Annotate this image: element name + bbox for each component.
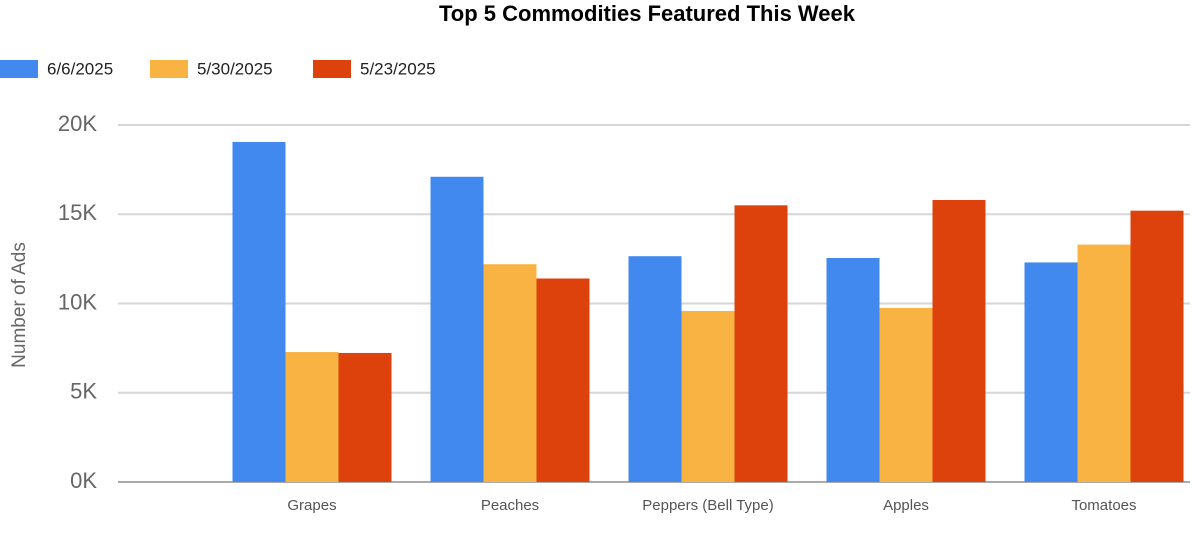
- chart-title: Top 5 Commodities Featured This Week: [439, 1, 856, 26]
- bar: [338, 352, 392, 482]
- legend-swatch: [0, 60, 38, 78]
- y-tick-label: 20K: [58, 111, 97, 136]
- x-tick-label: Peaches: [481, 497, 539, 514]
- legend-label: 5/23/2025: [360, 59, 436, 78]
- bar: [932, 199, 986, 482]
- bar: [536, 278, 590, 482]
- bar: [430, 176, 484, 482]
- bar: [734, 205, 788, 482]
- y-tick-label: 15K: [58, 200, 97, 225]
- legend-swatch: [313, 60, 351, 78]
- x-tick-label: Peppers (Bell Type): [642, 497, 773, 514]
- legend-label: 5/30/2025: [197, 59, 273, 78]
- bar: [232, 141, 286, 482]
- x-tick-label: Apples: [883, 497, 929, 514]
- bar: [1130, 210, 1184, 482]
- bar: [681, 310, 735, 482]
- bar: [483, 264, 537, 482]
- y-tick-label: 5K: [70, 379, 97, 404]
- x-tick-label: Tomatoes: [1071, 497, 1136, 514]
- bar: [628, 256, 682, 482]
- legend-swatch: [150, 60, 188, 78]
- bar: [1077, 244, 1131, 482]
- legend-label: 6/6/2025: [47, 59, 113, 78]
- y-axis-label: Number of Ads: [9, 242, 30, 368]
- y-tick-label: 10K: [58, 289, 97, 314]
- bar: [1024, 262, 1078, 482]
- bar: [826, 257, 880, 482]
- x-tick-label: Grapes: [287, 497, 336, 514]
- y-tick-label: 0K: [70, 468, 97, 493]
- bar: [285, 352, 339, 482]
- bar: [879, 307, 933, 482]
